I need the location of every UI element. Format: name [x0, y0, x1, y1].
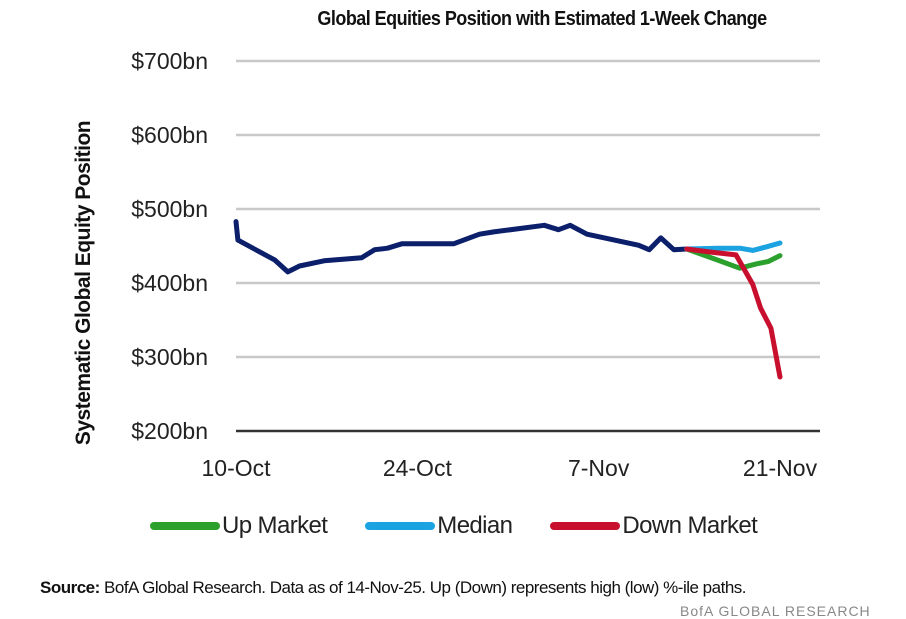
y-tick-label: $200bn: [131, 418, 208, 444]
source-label: Source:: [40, 578, 100, 597]
series-lines: [233, 219, 783, 380]
y-axis-ticks: $200bn $300bn $400bn $500bn $600bn $700bn: [131, 48, 208, 444]
source-text: BofA Global Research. Data as of 14-Nov-…: [99, 578, 746, 597]
legend-swatch-up-market: [150, 522, 220, 530]
gridlines: [236, 59, 820, 433]
x-tick-label: 10-Oct: [201, 455, 271, 481]
y-tick-label: $700bn: [131, 48, 208, 74]
series-line-down-market: [684, 246, 783, 380]
footer-brand-cut: BofA GLOBAL RESEARCH: [680, 603, 871, 619]
source-note: Source: BofA Global Research. Data as of…: [40, 578, 747, 598]
legend-swatch-median: [365, 522, 436, 530]
legend: Up Market Median Down Market: [150, 512, 795, 540]
legend-label: Down Market: [622, 512, 758, 539]
legend-label: Median: [437, 512, 513, 539]
x-tick-label: 21-Nov: [743, 455, 818, 481]
series-line-historical: [233, 219, 690, 275]
y-tick-label: $500bn: [131, 196, 208, 222]
legend-swatch-down-market: [550, 522, 621, 530]
y-tick-label: $400bn: [131, 270, 208, 296]
x-axis-ticks: 10-Oct 24-Oct 7-Nov 21-Nov: [201, 455, 817, 481]
x-tick-label: 7-Nov: [568, 455, 630, 481]
series-line-up-market: [684, 246, 783, 271]
y-tick-label: $600bn: [131, 122, 208, 148]
y-tick-label: $300bn: [131, 344, 208, 370]
x-tick-label: 24-Oct: [383, 455, 453, 481]
chart-title: Global Equities Position with Estimated …: [317, 8, 767, 30]
series-line-median: [684, 240, 783, 253]
legend-label: Up Market: [222, 512, 328, 539]
legend-item-down-market: Down Market: [550, 512, 758, 540]
legend-item-median: Median: [365, 512, 513, 540]
legend-item-up-market: Up Market: [150, 512, 328, 540]
